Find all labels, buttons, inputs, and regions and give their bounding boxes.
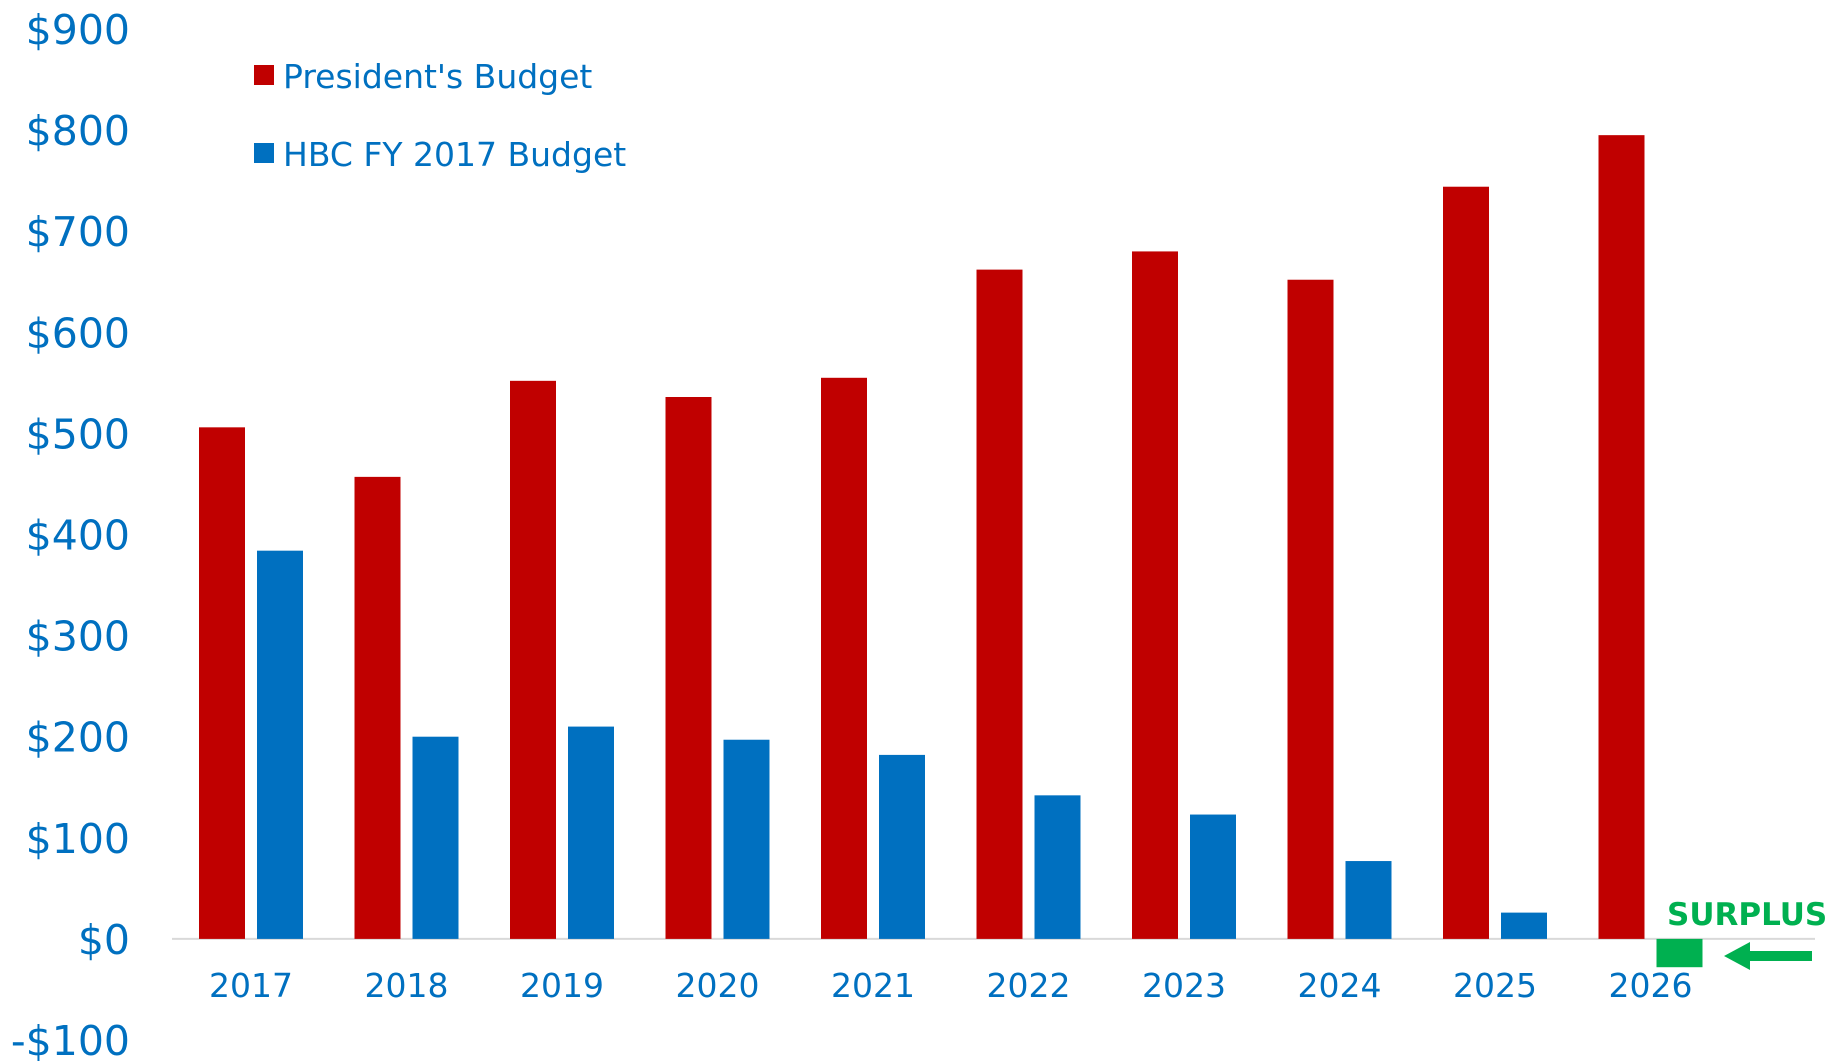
x-tick-label: 2019 [520,966,604,1005]
y-tick-label: $300 [26,613,130,661]
y-tick-label: $700 [26,208,130,256]
bar-presidents-budget-2025 [1443,186,1489,939]
y-tick-label: $600 [26,309,130,357]
bar-hbc-budget-2025 [1501,912,1547,939]
bar-hbc-budget-2019 [568,726,614,939]
y-axis-ticks: $900 $800 $700 $600 $500 $400 $300 $200 $100 $0 -$… [11,6,130,1061]
x-tick-label: 2022 [987,966,1071,1005]
y-tick-label: $200 [26,714,130,762]
x-tick-label: 2017 [209,966,293,1005]
bar-hbc-budget-2018 [412,736,459,939]
bar-presidents-budget-2019 [510,380,556,939]
bar-presidents-budget-2018 [354,476,401,939]
legend-label-hbc-budget: HBC FY 2017 Budget [283,135,626,174]
y-tick-label: $800 [26,107,130,155]
legend-swatch-presidents-budget [254,65,274,85]
y-tick-label: -$100 [11,1017,130,1061]
y-tick-label: $0 [78,916,130,964]
x-tick-label: 2024 [1298,966,1382,1005]
bar-presidents-budget-2026 [1598,135,1645,939]
bar-hbc-budget-2023 [1190,814,1236,939]
legend-swatch-hbc-budget [254,143,274,163]
x-tick-label: 2025 [1453,966,1537,1005]
bar-presidents-budget-2020 [665,397,712,939]
x-tick-label: 2021 [831,966,915,1005]
bar-presidents-budget-2021 [821,377,867,939]
bar-presidents-budget-2023 [1132,251,1178,939]
bar-presidents-budget-2024 [1287,279,1334,939]
y-tick-label: $500 [26,410,130,458]
bar-presidents-budget-2022 [976,269,1023,939]
bar-hbc-budget-2022 [1034,795,1081,939]
y-tick-label: $400 [26,512,130,560]
x-axis-ticks: 2017 2018 2019 2020 2021 2022 2023 2024 2025 2026 [209,966,1692,1005]
x-tick-label: 2018 [365,966,449,1005]
bar-presidents-budget-2017 [199,427,245,939]
bar-hbc-budget-2024 [1345,861,1392,939]
surplus-annotation: SURPLUS [1667,897,1825,970]
legend: President's Budget HBC FY 2017 Budget [254,57,626,174]
legend-label-presidents-budget: President's Budget [283,57,592,96]
bar-hbc-budget-2026 [1656,938,1703,968]
bar-hbc-budget-2020 [723,739,770,939]
x-tick-label: 2023 [1142,966,1226,1005]
x-tick-label: 2026 [1609,966,1693,1005]
bar-hbc-budget-2017 [257,550,303,939]
surplus-label: SURPLUS [1667,897,1825,933]
bar-hbc-budget-2021 [879,754,925,939]
bars-group [199,135,1703,968]
y-tick-label: $900 [26,6,130,54]
x-tick-label: 2020 [676,966,760,1005]
arrow-left-icon [1724,942,1812,970]
y-tick-label: $100 [26,815,130,863]
